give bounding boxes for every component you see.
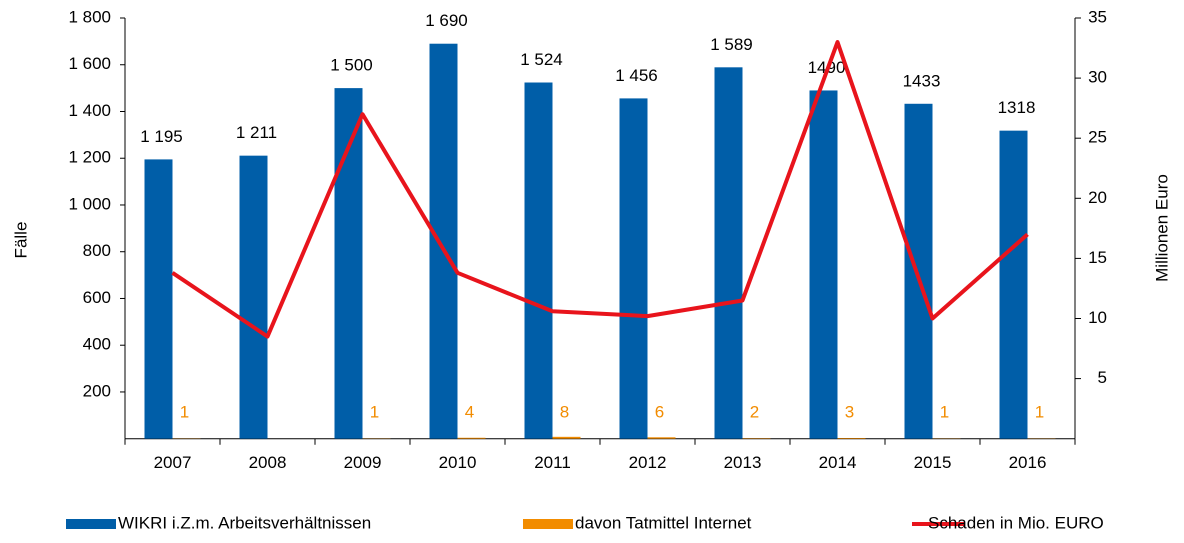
bar [458, 438, 486, 439]
y-tick-label: 1 000 [68, 194, 111, 213]
bar-value-label: 1 [180, 402, 189, 421]
bar-value-label: 1 456 [615, 66, 658, 85]
bar-value-label: 3 [845, 402, 854, 421]
bar-value-label: 1433 [903, 71, 941, 90]
bar-value-label: 1 690 [425, 11, 468, 30]
x-tick-label: 2013 [724, 453, 762, 472]
bar [715, 67, 743, 438]
y-tick-label: 200 [83, 381, 111, 400]
bar [553, 437, 581, 439]
bar [1000, 131, 1028, 439]
bar-value-label: 8 [560, 402, 569, 421]
x-tick-label: 2007 [154, 453, 192, 472]
legend-label: davon Tatmittel Internet [575, 513, 752, 532]
bar-value-label: 4 [465, 402, 474, 421]
bar [620, 98, 648, 438]
y-tick-label: 1 200 [68, 148, 111, 167]
y2-tick-label: 25 [1088, 128, 1107, 147]
bar [335, 88, 363, 439]
y2-tick-label: 15 [1088, 248, 1107, 267]
bar-value-label: 1 [370, 402, 379, 421]
x-tick-label: 2009 [344, 453, 382, 472]
bar-value-label: 1 211 [236, 123, 277, 142]
bar [810, 90, 838, 438]
x-tick-label: 2008 [249, 453, 287, 472]
legend-label: Schaden in Mio. EURO [928, 513, 1104, 532]
bar-value-label: 6 [655, 402, 664, 421]
bar-value-label: 1 500 [330, 56, 373, 75]
legend-swatch [66, 519, 116, 529]
y-tick-label: 1 600 [68, 54, 111, 73]
y2-tick-label: 30 [1088, 68, 1107, 87]
bar-value-label: 1318 [998, 98, 1036, 117]
bar [240, 156, 268, 439]
y-tick-label: 600 [83, 288, 111, 307]
x-tick-label: 2011 [534, 453, 571, 472]
legend-swatch [523, 519, 573, 529]
x-tick-label: 2015 [914, 453, 952, 472]
bar [145, 159, 173, 438]
bar [648, 437, 676, 438]
bar [430, 44, 458, 439]
y-tick-label: 1 400 [68, 101, 111, 120]
bar [838, 438, 866, 439]
bar-value-label: 1 195 [140, 127, 183, 146]
legend-label: WIKRI i.Z.m. Arbeitsverhältnissen [118, 513, 371, 532]
bar [905, 104, 933, 439]
bar [525, 83, 553, 439]
bar-value-label: 1 [1035, 402, 1044, 421]
bar-value-label: 1 [940, 402, 949, 421]
y-tick-label: 400 [83, 335, 111, 354]
line [173, 42, 1028, 336]
bar-value-label: 1 589 [710, 35, 753, 54]
x-tick-label: 2016 [1009, 453, 1047, 472]
y-tick-label: 800 [83, 241, 111, 260]
y2-tick-label: 5 [1098, 368, 1107, 387]
bar-value-label: 1 524 [520, 50, 563, 69]
y2-tick-label: 20 [1088, 188, 1107, 207]
bar-value-label: 2 [750, 402, 759, 421]
x-tick-label: 2012 [629, 453, 667, 472]
y2-tick-label: 10 [1088, 308, 1107, 327]
x-tick-label: 2010 [439, 453, 477, 472]
y2-axis-title: Millionen Euro [1152, 174, 1171, 282]
y-tick-label: 1 800 [68, 7, 111, 26]
y-axis-title: Fälle [11, 222, 30, 259]
y2-tick-label: 35 [1088, 7, 1107, 26]
x-tick-label: 2014 [819, 453, 857, 472]
